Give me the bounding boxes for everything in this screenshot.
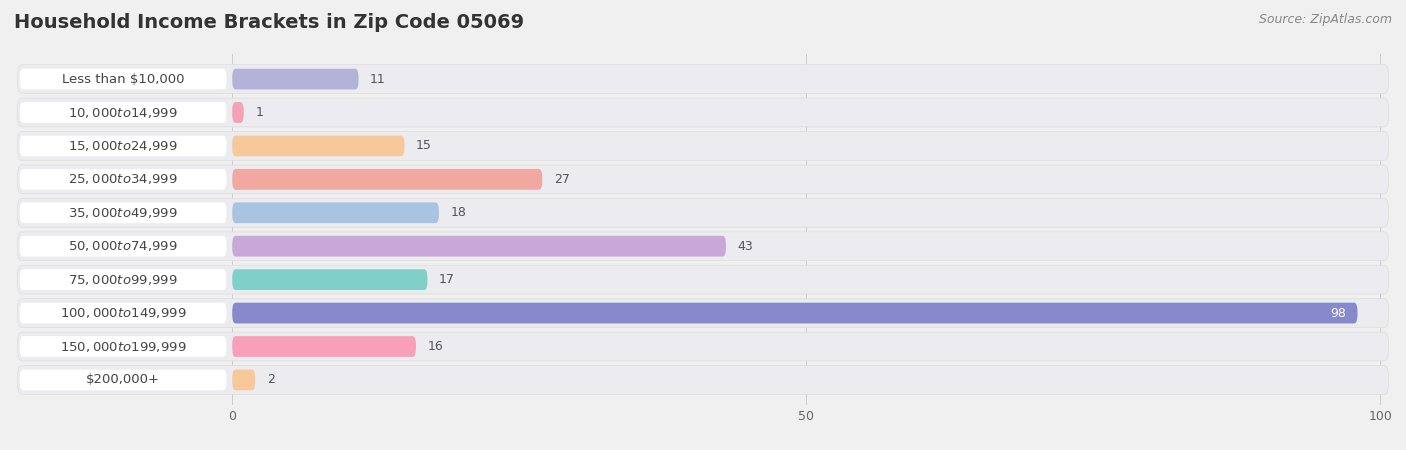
FancyBboxPatch shape: [232, 236, 725, 256]
Text: $100,000 to $149,999: $100,000 to $149,999: [60, 306, 187, 320]
Text: $10,000 to $14,999: $10,000 to $14,999: [69, 105, 179, 120]
FancyBboxPatch shape: [17, 332, 1389, 361]
FancyBboxPatch shape: [20, 102, 226, 123]
FancyBboxPatch shape: [232, 102, 243, 123]
Text: Source: ZipAtlas.com: Source: ZipAtlas.com: [1258, 14, 1392, 27]
FancyBboxPatch shape: [20, 202, 226, 223]
Text: 17: 17: [439, 273, 454, 286]
Text: Household Income Brackets in Zip Code 05069: Household Income Brackets in Zip Code 05…: [14, 14, 524, 32]
Text: 16: 16: [427, 340, 443, 353]
FancyBboxPatch shape: [17, 65, 1389, 94]
FancyBboxPatch shape: [232, 135, 405, 156]
FancyBboxPatch shape: [232, 169, 543, 190]
Text: 98: 98: [1330, 306, 1346, 320]
FancyBboxPatch shape: [232, 336, 416, 357]
Text: $75,000 to $99,999: $75,000 to $99,999: [69, 273, 179, 287]
Text: $15,000 to $24,999: $15,000 to $24,999: [69, 139, 179, 153]
FancyBboxPatch shape: [232, 269, 427, 290]
Text: 2: 2: [267, 374, 274, 387]
FancyBboxPatch shape: [232, 202, 439, 223]
Text: 27: 27: [554, 173, 569, 186]
Text: 18: 18: [450, 206, 467, 219]
FancyBboxPatch shape: [232, 303, 1358, 324]
FancyBboxPatch shape: [20, 269, 226, 290]
Text: $35,000 to $49,999: $35,000 to $49,999: [69, 206, 179, 220]
FancyBboxPatch shape: [20, 236, 226, 256]
FancyBboxPatch shape: [17, 98, 1389, 127]
FancyBboxPatch shape: [232, 69, 359, 90]
Text: 15: 15: [416, 140, 432, 153]
Text: $50,000 to $74,999: $50,000 to $74,999: [69, 239, 179, 253]
FancyBboxPatch shape: [20, 69, 226, 90]
FancyBboxPatch shape: [17, 165, 1389, 194]
FancyBboxPatch shape: [17, 265, 1389, 294]
Text: 43: 43: [738, 240, 754, 253]
FancyBboxPatch shape: [20, 336, 226, 357]
FancyBboxPatch shape: [17, 131, 1389, 160]
Text: $25,000 to $34,999: $25,000 to $34,999: [69, 172, 179, 186]
Text: 1: 1: [256, 106, 263, 119]
FancyBboxPatch shape: [17, 365, 1389, 394]
Text: $150,000 to $199,999: $150,000 to $199,999: [60, 339, 187, 354]
FancyBboxPatch shape: [20, 135, 226, 156]
FancyBboxPatch shape: [20, 303, 226, 324]
FancyBboxPatch shape: [17, 198, 1389, 227]
FancyBboxPatch shape: [232, 369, 256, 390]
Text: $200,000+: $200,000+: [86, 374, 160, 387]
FancyBboxPatch shape: [20, 169, 226, 190]
FancyBboxPatch shape: [17, 299, 1389, 328]
FancyBboxPatch shape: [17, 232, 1389, 261]
FancyBboxPatch shape: [20, 369, 226, 390]
Text: 11: 11: [370, 72, 385, 86]
Text: Less than $10,000: Less than $10,000: [62, 72, 184, 86]
